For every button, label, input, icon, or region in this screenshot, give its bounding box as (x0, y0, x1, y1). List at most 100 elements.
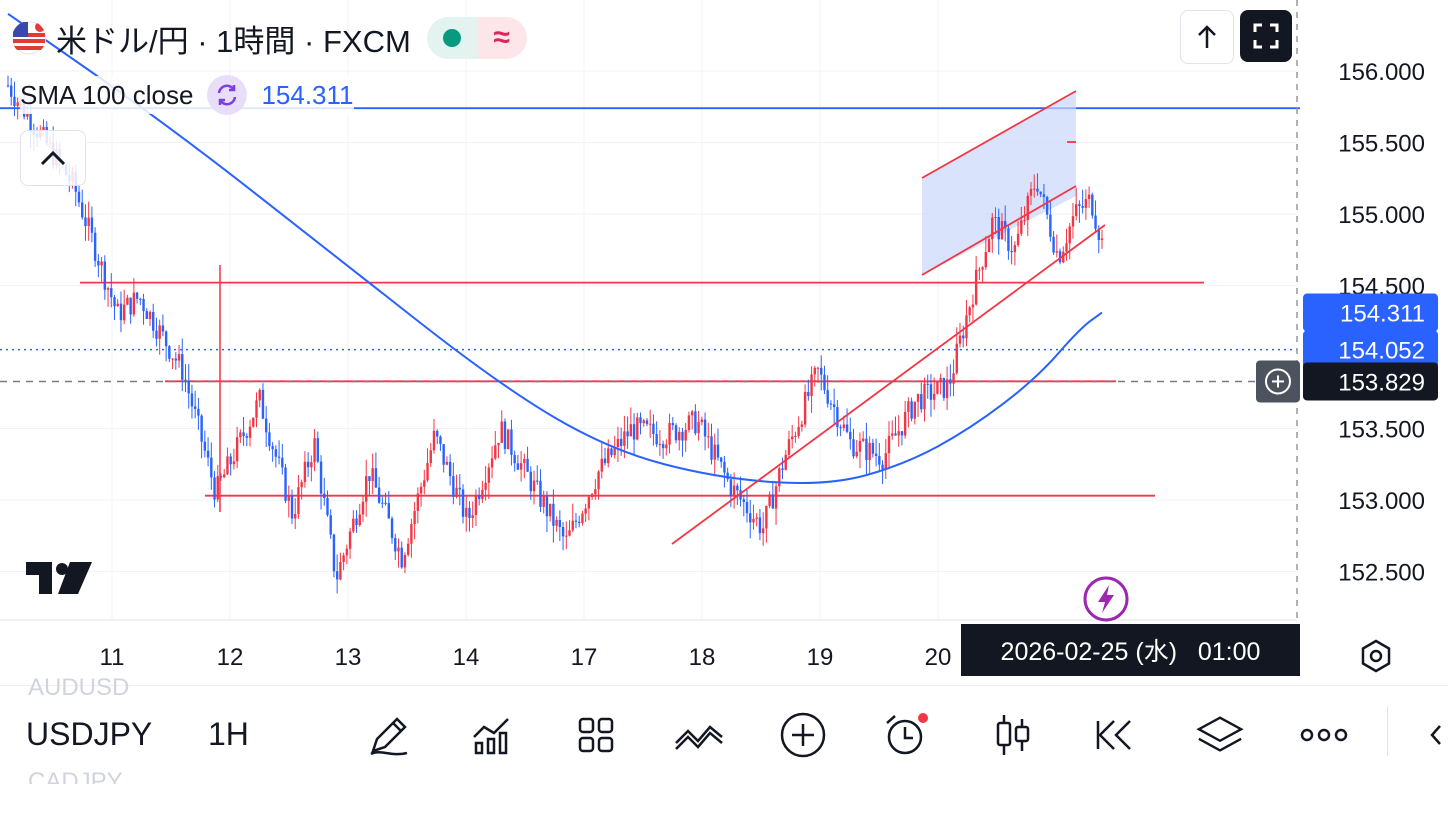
candle-body (142, 298, 145, 312)
candle-body (823, 374, 826, 391)
candle-body (410, 524, 413, 544)
candle-body (619, 438, 623, 446)
fullscreen-button[interactable] (1240, 10, 1292, 62)
candle-body (287, 495, 290, 501)
candle-body (513, 454, 516, 464)
layers-icon[interactable] (1195, 710, 1245, 760)
candle-body (394, 538, 397, 552)
candle-body (658, 444, 662, 446)
lightning-icon[interactable] (1083, 576, 1129, 627)
replay-icon[interactable] (1091, 710, 1141, 760)
candle-body (1042, 194, 1046, 197)
more-icon[interactable] (1299, 710, 1349, 760)
candle-body (594, 489, 597, 495)
plus-circle-icon[interactable] (778, 710, 828, 760)
candle-body (419, 486, 423, 494)
indicator-value: 154.311 (261, 79, 354, 110)
scroll-up-button[interactable] (1180, 10, 1234, 64)
candle-body (110, 288, 113, 298)
candle-body (258, 389, 261, 401)
gear-icon[interactable] (1358, 638, 1394, 679)
chevron-up-icon (40, 150, 66, 166)
candle-body (13, 96, 16, 106)
candle-body (119, 303, 123, 321)
candle-body (116, 303, 119, 307)
candle-body (607, 448, 610, 464)
candle-body (920, 393, 923, 410)
candle-body (797, 427, 800, 437)
candle-body (632, 424, 636, 440)
candle-body (616, 438, 620, 448)
price-axis[interactable]: 156.000155.500155.000154.500153.500153.0… (1338, 59, 1425, 587)
candle-body (1062, 251, 1065, 263)
compare-icon[interactable] (674, 710, 724, 760)
candle-body (416, 493, 420, 511)
candle-body (639, 417, 642, 424)
tradingview-logo[interactable] (26, 562, 92, 599)
candle-body (226, 456, 229, 475)
price-tick-label: 155.500 (1338, 131, 1425, 158)
candle-body (174, 358, 178, 361)
price-chart[interactable]: 156.000155.500155.000154.500153.500153.0… (0, 0, 1448, 690)
timeframe-button[interactable]: 1H (208, 716, 249, 752)
prev-symbol[interactable]: AUDUSD (28, 674, 130, 698)
collapse-legend-button[interactable] (20, 130, 86, 186)
chart-grid (0, 0, 1297, 621)
candle-body (177, 354, 181, 361)
candle-body (758, 517, 762, 534)
chevron-left-icon[interactable] (1420, 710, 1448, 760)
indicator-legend[interactable]: SMA 100 close 154.311 (20, 75, 354, 115)
status-pill[interactable]: ≈ (426, 17, 527, 59)
symbol-title[interactable]: 米ドル/円 · 1時間 · FXCM (56, 23, 411, 59)
candle-body (1045, 196, 1049, 215)
candle-body (790, 436, 794, 440)
candle-body (578, 521, 581, 524)
candle-body (264, 418, 268, 433)
candle-body (642, 420, 645, 424)
grid-icon[interactable] (571, 710, 621, 760)
candle-body (816, 367, 820, 369)
candle-body (494, 445, 497, 459)
candle-body (726, 472, 729, 480)
candle-body (332, 534, 336, 572)
candle-body (739, 490, 742, 500)
candle-body (652, 423, 655, 434)
indicators-icon[interactable] (467, 710, 517, 760)
candle-body (536, 480, 539, 482)
candle-body (526, 458, 529, 472)
candle-body (774, 486, 778, 509)
candle-body (1084, 199, 1088, 208)
candle-body (97, 260, 100, 266)
candle-body (929, 384, 933, 400)
candle-body (881, 464, 884, 470)
next-symbol[interactable]: CADJPY (28, 768, 123, 784)
candle-body (1020, 220, 1023, 234)
candle-body (361, 501, 365, 515)
candle-body (684, 430, 687, 441)
time-axis[interactable]: 11 12 13 14 17 18 19 20 (100, 644, 952, 671)
candle-body (313, 438, 316, 463)
candle-body (755, 517, 758, 519)
candle-body (713, 444, 716, 460)
candle-body (874, 453, 878, 456)
candles-icon[interactable] (988, 710, 1038, 760)
candle-body (248, 426, 252, 438)
refresh-icon[interactable] (207, 75, 248, 115)
ticker-button[interactable]: USDJPY (26, 716, 153, 752)
candle-body (1003, 220, 1007, 229)
candle-body (716, 444, 720, 458)
candle-body (145, 311, 148, 320)
pencil-icon[interactable] (364, 710, 414, 760)
alarm-icon[interactable] (882, 710, 932, 760)
candle-body (839, 427, 842, 429)
candle-body (765, 505, 768, 529)
price-badge-bg (1303, 362, 1438, 401)
candle-body (1007, 228, 1010, 252)
candle-body (603, 458, 607, 464)
bottom-toolbar: AUDUSD USDJPY CADJPY 1H (0, 674, 1448, 816)
candle-body (6, 85, 10, 87)
wave-icon: ≈ (476, 17, 527, 59)
candle-body (377, 487, 381, 503)
candle-body (548, 503, 552, 517)
candle-body (558, 519, 562, 528)
